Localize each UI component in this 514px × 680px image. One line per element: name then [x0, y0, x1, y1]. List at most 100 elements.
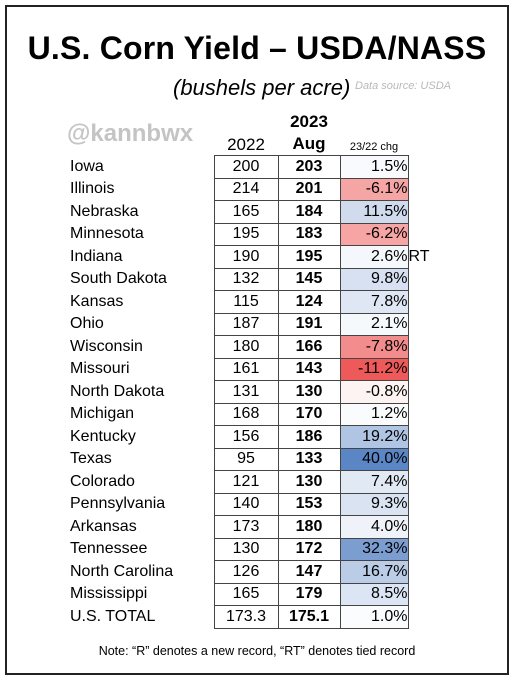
yield-2022: 140 [213, 492, 279, 516]
record-mark [408, 201, 430, 224]
yield-2023-aug: 153 [277, 492, 341, 516]
yield-2023-aug: 170 [277, 402, 341, 426]
record-mark [408, 178, 430, 201]
yield-2022: 95 [213, 447, 279, 471]
yield-table: Iowa 200 203 1.5% Illinois 214 201 -6.1% Nebrask… [70, 155, 430, 629]
yield-2023-aug: 130 [277, 470, 341, 494]
state-name: Nebraska [70, 202, 139, 220]
record-mark [408, 471, 430, 494]
record-mark [408, 561, 430, 584]
state-name: Missouri [70, 360, 130, 378]
yield-change: 1.5% [339, 155, 409, 179]
state-name: U.S. TOTAL [70, 607, 156, 625]
yield-change: 32.3% [339, 537, 409, 561]
page-title: U.S. Corn Yield – USDA/NASS [27, 30, 487, 66]
table-row: Illinois 214 201 -6.1% [70, 177, 430, 201]
yield-2023-aug: 166 [277, 335, 341, 359]
yield-change: -11.2% [339, 357, 409, 381]
table-row: Mississippi 165 179 8.5% [70, 582, 430, 606]
table-row: Arkansas 173 180 4.0% [70, 515, 430, 539]
yield-2022: 121 [213, 470, 279, 494]
table-row: Indiana 190 195 2.6% RT [70, 245, 430, 269]
yield-2022: 115 [213, 290, 279, 314]
yield-2022: 165 [213, 582, 279, 606]
yield-change: 19.2% [339, 425, 409, 449]
yield-2023-aug: 172 [277, 537, 341, 561]
table-row: Minnesota 195 183 -6.2% [70, 222, 430, 246]
yield-2022: 187 [213, 312, 279, 336]
state-name: Ohio [70, 315, 104, 333]
yield-2022: 130 [213, 537, 279, 561]
yield-2022: 173.3 [213, 605, 279, 629]
table-row: Michigan 168 170 1.2% [70, 402, 430, 426]
yield-2023-aug: 124 [277, 290, 341, 314]
yield-2023-aug: 130 [277, 380, 341, 404]
record-mark [408, 426, 430, 449]
table-row: South Dakota 132 145 9.8% [70, 267, 430, 291]
yield-2023-aug: 184 [277, 200, 341, 224]
yield-2023-aug: 183 [277, 222, 341, 246]
record-mark [408, 606, 430, 629]
yield-change: -0.8% [339, 380, 409, 404]
yield-change: 7.8% [339, 290, 409, 314]
table-row: North Dakota 131 130 -0.8% [70, 380, 430, 404]
table-row: U.S. TOTAL 173.3 175.1 1.0% [70, 605, 430, 629]
yield-2022: 195 [213, 222, 279, 246]
yield-change: 40.0% [339, 447, 409, 471]
table-row: Kentucky 156 186 19.2% [70, 425, 430, 449]
state-name: Arkansas [70, 517, 137, 535]
record-mark [408, 538, 430, 561]
table-row: Texas 95 133 40.0% [70, 447, 430, 471]
state-name: Colorado [70, 472, 135, 490]
table-row: Colorado 121 130 7.4% [70, 470, 430, 494]
yield-change: 1.0% [339, 605, 409, 629]
yield-change: 4.0% [339, 515, 409, 539]
yield-2022: 132 [213, 267, 279, 291]
yield-change: 7.4% [339, 470, 409, 494]
yield-2022: 165 [213, 200, 279, 224]
yield-2023-aug: 133 [277, 447, 341, 471]
record-mark [408, 291, 430, 314]
yield-2023-aug: 201 [277, 177, 341, 201]
column-header-2023-month: Aug [292, 134, 326, 153]
state-name: Mississippi [70, 585, 148, 603]
state-name: Kentucky [70, 427, 136, 445]
yield-2022: 200 [213, 155, 279, 179]
table-row: Nebraska 165 184 11.5% [70, 200, 430, 224]
yield-2023-aug: 186 [277, 425, 341, 449]
yield-2023-aug: 180 [277, 515, 341, 539]
state-name: Minnesota [70, 225, 144, 243]
footnote: Note: “R” denotes a new record, “RT” den… [98, 644, 416, 658]
yield-2022: 214 [213, 177, 279, 201]
yield-change: 2.1% [339, 312, 409, 336]
yield-2022: 131 [213, 380, 279, 404]
record-mark [408, 493, 430, 516]
record-mark [408, 336, 430, 359]
record-mark [408, 223, 430, 246]
yield-2023-aug: 203 [277, 155, 341, 179]
yield-2023-aug: 179 [277, 582, 341, 606]
state-name: Kansas [70, 292, 124, 310]
column-header-2023-year: 2023 [290, 112, 328, 131]
yield-2022: 168 [213, 402, 279, 426]
state-name: Texas [70, 450, 112, 468]
column-header-2022: 2022 [227, 135, 265, 154]
yield-2023-aug: 195 [277, 245, 341, 269]
yield-change: 1.2% [339, 402, 409, 426]
yield-2023-aug: 191 [277, 312, 341, 336]
record-mark [408, 448, 430, 471]
table-row: Ohio 187 191 2.1% [70, 312, 430, 336]
record-mark: RT [408, 247, 430, 265]
yield-2023-aug: 175.1 [277, 605, 341, 629]
state-name: North Dakota [70, 382, 165, 400]
record-mark [408, 583, 430, 606]
state-name: Wisconsin [70, 337, 143, 355]
state-name: Tennessee [70, 540, 148, 558]
column-header-2023: 2023 Aug [278, 111, 340, 155]
yield-2022: 190 [213, 245, 279, 269]
state-name: South Dakota [70, 270, 167, 288]
table-row: Kansas 115 124 7.8% [70, 290, 430, 314]
table-row: Missouri 161 143 -11.2% [70, 357, 430, 381]
yield-change: -6.1% [339, 177, 409, 201]
record-mark [408, 516, 430, 539]
